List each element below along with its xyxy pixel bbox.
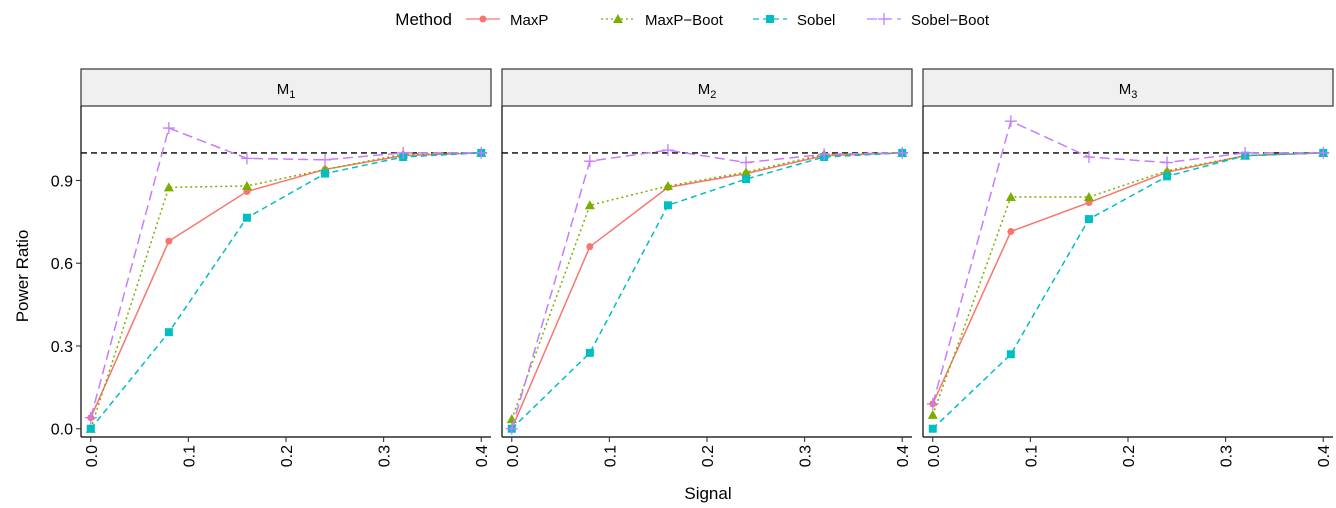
x-tick-label: 0.2 — [279, 445, 296, 467]
legend-items: MaxP MaxP−Boot Sobel Sobel−Boot — [466, 12, 990, 29]
data-point — [662, 180, 673, 190]
legend-label: Sobel−Boot — [911, 12, 990, 29]
y-tick-label: 0.6 — [51, 256, 73, 273]
series-line — [90, 152, 482, 430]
data-point — [1239, 146, 1252, 159]
data-point — [741, 167, 752, 177]
data-point — [1082, 151, 1095, 164]
x-tick-label: 0.2 — [1121, 445, 1138, 467]
data-point — [1004, 115, 1017, 128]
y-tick-label: 0.0 — [51, 422, 73, 439]
x-tick-label: 0.1 — [602, 445, 619, 467]
data-point — [740, 156, 753, 169]
data-point — [240, 152, 253, 165]
data-point — [165, 237, 173, 245]
data-point — [585, 348, 594, 357]
legend-marker — [613, 14, 623, 23]
series-line — [511, 152, 903, 420]
panel-strip — [501, 68, 913, 107]
series-line — [511, 149, 903, 429]
x-tick-label: 0.1 — [181, 445, 198, 467]
data-point — [583, 155, 596, 168]
series-line — [511, 152, 903, 430]
data-point — [84, 411, 97, 424]
data-point — [1084, 215, 1093, 224]
series-line — [90, 152, 482, 429]
data-point — [1005, 192, 1016, 202]
x-tick-label: 0.0 — [505, 445, 522, 467]
data-point — [321, 169, 330, 178]
series-line — [932, 120, 1324, 405]
panel: M20.0 0.1 0.2 0.3 0.4 — [501, 68, 913, 467]
data-point — [241, 180, 252, 190]
x-tick-label: 0.2 — [700, 445, 717, 467]
y-tick-label: 0.9 — [51, 173, 73, 190]
data-point — [1083, 192, 1094, 202]
panel: M30.0 0.1 0.2 0.3 0.4 — [922, 68, 1334, 467]
legend-item: MaxP−Boot — [601, 12, 724, 29]
data-point — [896, 146, 909, 159]
data-point — [319, 153, 332, 166]
data-point — [818, 148, 831, 161]
data-point — [926, 397, 939, 410]
series-line — [932, 152, 1324, 405]
x-tick-label: 0.3 — [1219, 445, 1236, 467]
legend-label: MaxP−Boot — [645, 12, 724, 29]
y-tick-label: 0.3 — [51, 339, 73, 356]
data-point — [1006, 350, 1015, 359]
x-tick-label: 0.1 — [1023, 445, 1040, 467]
data-point — [742, 175, 751, 184]
series-line — [932, 152, 1324, 416]
data-point — [1007, 228, 1015, 236]
data-point — [1161, 156, 1174, 169]
series-line — [511, 152, 903, 430]
legend-label: Sobel — [797, 12, 835, 29]
panel-strip — [922, 68, 1334, 107]
x-tick-label: 0.0 — [926, 445, 943, 467]
x-tick-label: 0.3 — [798, 445, 815, 467]
x-tick-label: 0.3 — [377, 445, 394, 467]
legend: Method MaxP MaxP−Boot Sobel Sobel−Boot — [395, 10, 990, 29]
series-line — [90, 127, 482, 418]
legend-item: Sobel — [753, 12, 835, 29]
data-point — [661, 144, 674, 157]
data-point — [164, 328, 173, 337]
legend-marker — [766, 15, 774, 23]
legend-label: MaxP — [510, 12, 548, 29]
x-axis-label: Signal — [684, 484, 731, 503]
data-point — [163, 182, 174, 192]
data-point — [162, 122, 175, 135]
data-point — [397, 146, 410, 159]
y-axis-label: Power Ratio — [13, 230, 32, 323]
data-point — [927, 409, 938, 419]
data-point — [86, 424, 95, 433]
data-point — [586, 243, 594, 251]
data-point — [475, 146, 488, 159]
data-point — [928, 424, 937, 433]
x-tick-label: 0.4 — [474, 445, 491, 467]
series-line — [90, 152, 482, 418]
x-tick-label: 0.4 — [895, 445, 912, 467]
legend-item: MaxP — [466, 12, 548, 29]
data-point — [584, 200, 595, 210]
x-tick-label: 0.4 — [1316, 445, 1333, 467]
legend-item: Sobel−Boot — [867, 12, 990, 29]
legend-title: Method — [395, 10, 452, 29]
panel-strip — [80, 68, 492, 107]
data-point — [1317, 146, 1330, 159]
x-tick-label: 0.0 — [84, 445, 101, 467]
data-point — [505, 422, 518, 435]
legend-marker — [878, 13, 890, 25]
legend-marker — [479, 15, 487, 23]
data-point — [506, 414, 517, 424]
panel: M10.0 0.1 0.2 0.3 0.40.00.30.60.9 — [51, 68, 492, 467]
data-point — [663, 201, 672, 210]
data-point — [1163, 172, 1172, 181]
data-point — [242, 213, 251, 222]
